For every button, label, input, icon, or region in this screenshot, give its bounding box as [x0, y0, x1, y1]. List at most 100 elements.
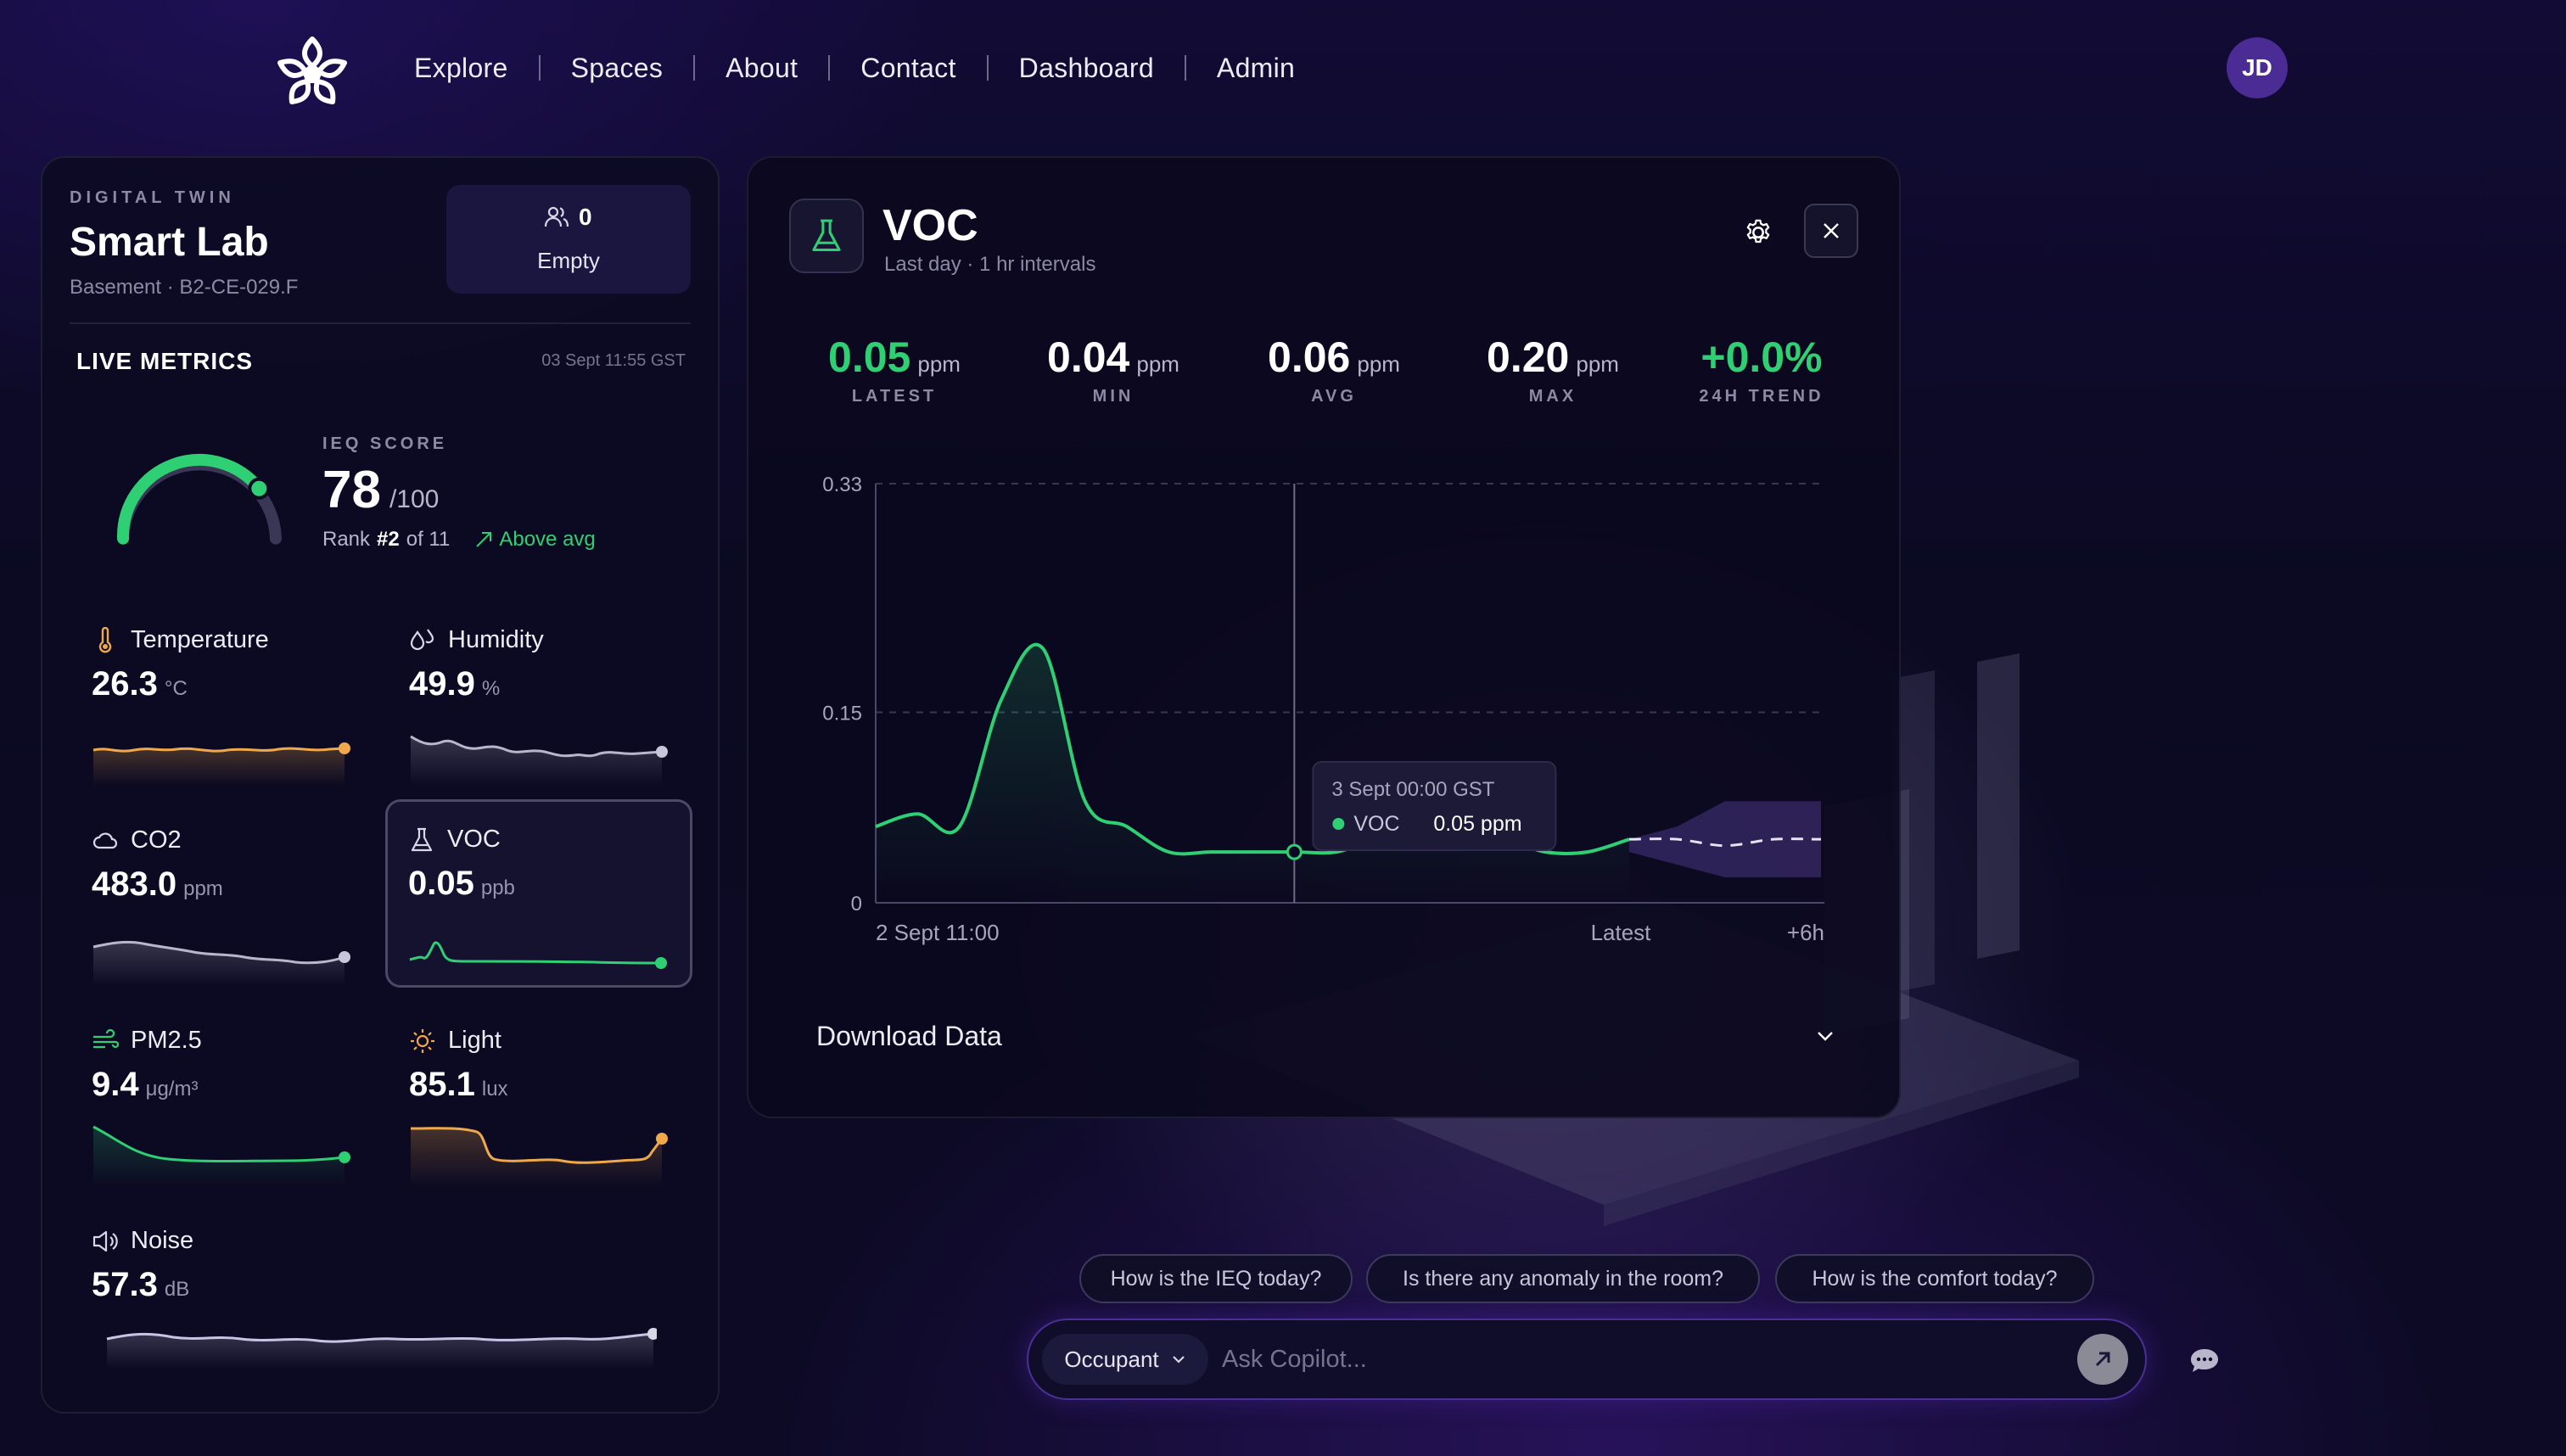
rank-prefix: Rank	[322, 528, 371, 551]
space-location: Basement · B2-CE-029.F	[70, 276, 299, 299]
users-icon	[544, 206, 569, 227]
suggestion-chip[interactable]: How is the comfort today?	[1775, 1254, 2094, 1303]
stat-value: 0.06	[1268, 333, 1351, 381]
y-tick-label: 0.15	[822, 702, 862, 725]
stat-label: LATEST	[851, 387, 938, 406]
close-icon	[1824, 223, 1839, 238]
voc-area	[876, 644, 1629, 903]
x-tick-label: +6h	[1787, 920, 1824, 945]
nav-dashboard[interactable]: Dashboard	[1018, 52, 1154, 83]
metric-tile-humidity[interactable]: Humidity 49.9 %	[394, 608, 696, 796]
rank-value: #2	[377, 528, 400, 551]
nav-explore[interactable]: Explore	[414, 52, 508, 83]
metric-tile-temperature[interactable]: Temperature 26.3 °C	[76, 608, 378, 796]
metric-tile-voc[interactable]: VOC 0.05 ppb	[385, 799, 692, 988]
ieq-score-value: 78	[322, 461, 381, 519]
pm25-sparkline	[92, 1125, 350, 1186]
above-average-indicator: Above avg	[473, 528, 596, 552]
metric-value: 483.0	[92, 865, 177, 903]
panel-divider	[70, 322, 691, 324]
metric-name: CO2	[131, 826, 182, 854]
above-average-label: Above avg	[499, 528, 596, 551]
metric-value-row: 57.3 dB	[92, 1266, 189, 1304]
stat-avg: 0.06 ppm AVG	[1241, 333, 1427, 406]
metric-name: Noise	[131, 1227, 194, 1254]
close-button[interactable]	[1804, 204, 1858, 258]
send-button[interactable]	[2077, 1334, 2128, 1385]
metric-value: 26.3	[92, 665, 158, 703]
chevron-down-icon	[1818, 1032, 1833, 1041]
metric-value: 49.9	[409, 665, 475, 703]
metric-value-row: 483.0 ppm	[92, 865, 223, 904]
voc-detail-icon	[789, 199, 864, 273]
metric-tile-light[interactable]: Light 85.1 lux	[394, 1008, 696, 1196]
metric-tile-co2[interactable]: CO2 483.0 ppm	[76, 808, 378, 996]
settings-button[interactable]	[1738, 212, 1779, 253]
wind-icon	[92, 1028, 119, 1055]
forecast-band	[1629, 801, 1821, 878]
download-data-toggle[interactable]: Download Data	[816, 1015, 1835, 1057]
stat-value: 0.05	[828, 333, 911, 381]
metric-header: Noise	[92, 1227, 193, 1255]
stat-label: MAX	[1528, 387, 1577, 406]
stat-value: 0.20	[1487, 333, 1570, 381]
role-select[interactable]: Occupant	[1042, 1334, 1208, 1385]
cloud-icon	[92, 827, 119, 854]
metric-name: Temperature	[131, 626, 269, 653]
tooltip-time: 3 Sept 00:00 GST	[1331, 778, 1494, 801]
nav-separator	[538, 55, 541, 81]
flask-icon	[812, 219, 841, 252]
speaker-icon	[92, 1228, 119, 1255]
metric-unit: ppb	[480, 876, 515, 899]
metric-header: Light	[409, 1027, 501, 1055]
stat-max: 0.20 ppm MAX	[1459, 333, 1646, 406]
nav-spaces[interactable]: Spaces	[570, 52, 664, 83]
nav-about[interactable]: About	[726, 52, 798, 83]
tooltip-series-dot	[1332, 818, 1345, 830]
stat-unit: ppm	[1136, 351, 1179, 377]
occupancy-status: Empty	[537, 248, 600, 273]
humidity-sparkline	[410, 735, 668, 786]
metric-unit: ppm	[183, 877, 223, 900]
stat-value: 0.04	[1047, 333, 1130, 381]
stat-value: +0.0%	[1700, 333, 1823, 381]
x-tick-label: 2 Sept 11:00	[876, 920, 1000, 945]
metric-unit: μg/m³	[145, 1078, 199, 1100]
chat-button[interactable]	[2184, 1341, 2225, 1381]
thermometer-icon	[92, 626, 119, 654]
ieq-gauge	[117, 454, 282, 545]
metric-value-row: 26.3 °C	[92, 665, 188, 703]
hover-point	[1286, 843, 1303, 860]
metric-value: 85.1	[409, 1066, 475, 1103]
gauge-fill	[117, 454, 266, 545]
y-tick-label: 0.33	[822, 473, 862, 496]
metric-header: Temperature	[92, 626, 269, 654]
top-navigation-bar: Explore Spaces About Contact Dashboard A…	[0, 0, 2566, 136]
voc-line-chart[interactable]: 0.33 0.15 0 3 Sept 00:00 GST VOC 0.05 ppm 2 Se…	[798, 458, 1841, 950]
ieq-score-label: IEQ SCORE	[322, 434, 448, 453]
metric-value-row: 0.05 ppb	[408, 865, 515, 903]
trend-up-icon	[476, 532, 492, 547]
stat-trend: +0.0% 24H TREND	[1668, 333, 1855, 406]
suggestion-chip[interactable]: Is there any anomaly in the room?	[1366, 1254, 1760, 1303]
suggestion-chip[interactable]: How is the IEQ today?	[1079, 1254, 1353, 1303]
metric-name: VOC	[447, 826, 501, 853]
digital-twin-label: DIGITAL TWIN	[70, 188, 235, 207]
gear-icon	[1746, 219, 1770, 244]
user-avatar[interactable]: JD	[2227, 37, 2288, 98]
metric-tile-noise[interactable]: Noise 57.3 dB	[76, 1208, 696, 1397]
voc-sparkline	[409, 941, 667, 969]
occupancy-count: 0	[543, 204, 592, 231]
app-logo-icon[interactable]	[273, 32, 351, 110]
gauge-marker	[248, 477, 271, 500]
copilot-input[interactable]	[1222, 1336, 2053, 1383]
light-sparkline	[410, 1127, 668, 1186]
metric-unit: dB	[164, 1278, 190, 1301]
metric-tile-pm25[interactable]: PM2.5 9.4 μg/m³	[76, 1008, 378, 1196]
role-select-value: Occupant	[1064, 1346, 1159, 1372]
metric-value: 0.05	[408, 865, 474, 902]
y-tick-label: 0	[851, 893, 862, 916]
arrow-up-right-icon	[2095, 1352, 2110, 1367]
nav-admin[interactable]: Admin	[1216, 52, 1296, 83]
nav-contact[interactable]: Contact	[860, 52, 956, 83]
